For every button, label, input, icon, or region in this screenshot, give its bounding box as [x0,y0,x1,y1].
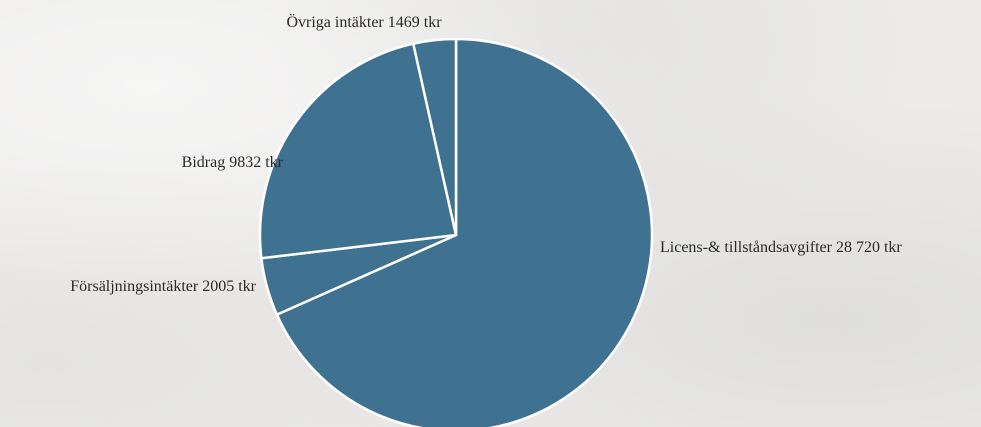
pie-slice-1 [275,37,654,427]
slice-label-3: Bidrag 9832 tkr [182,154,284,171]
pie-slices [258,37,654,427]
slice-label-2: Försäljningsintäkter 2005 tkr [70,278,256,295]
slice-label-4: Övriga intäkter 1469 tkr [286,13,442,31]
pie-slice-4 [412,37,458,237]
slice-label-1: Licens-& tillståndsavgifter 28 720 tkr [660,239,902,256]
pie-slice-3 [258,42,458,260]
pie-labels: Licens-& tillståndsavgifter 28 720 tkr Fö… [70,13,902,295]
